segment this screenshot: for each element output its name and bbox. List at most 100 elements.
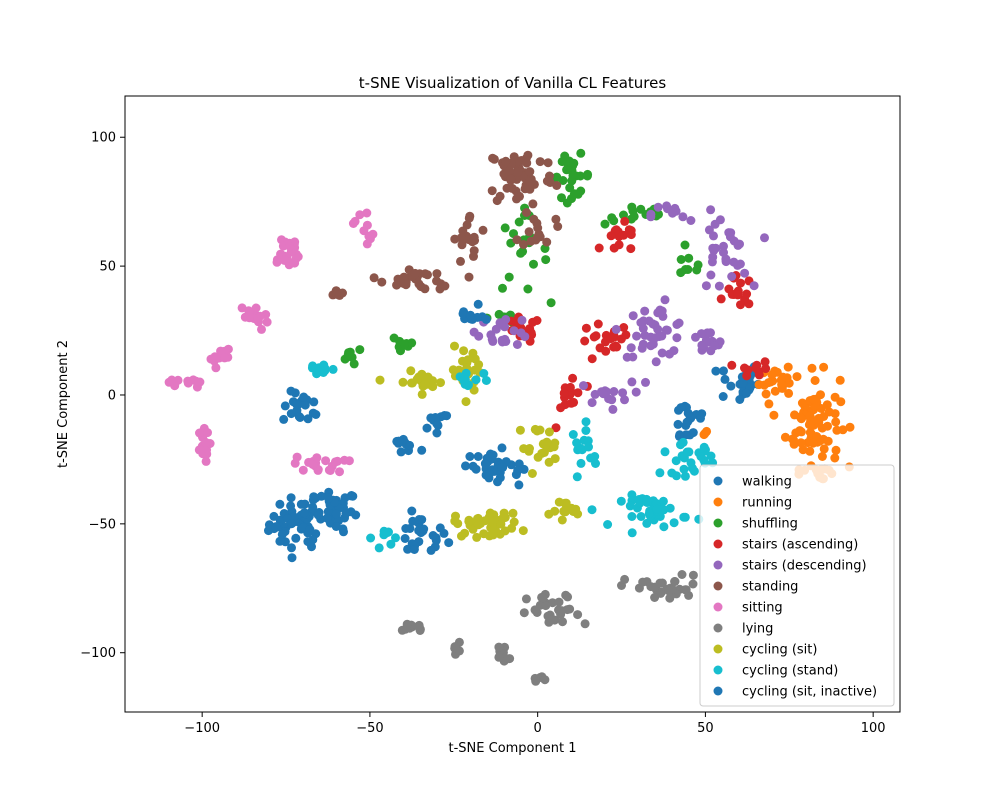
data-point (245, 312, 254, 322)
data-point (764, 378, 774, 388)
data-point (309, 397, 319, 407)
data-point (679, 464, 689, 474)
data-point (620, 574, 630, 584)
data-point (651, 357, 661, 367)
data-point (830, 409, 840, 419)
data-point (568, 373, 578, 383)
data-point (819, 444, 829, 454)
data-point (275, 536, 285, 546)
data-point (471, 375, 481, 385)
data-point (822, 400, 832, 410)
data-point (573, 610, 583, 620)
data-point (546, 298, 556, 308)
legend-label: cycling (sit) (742, 643, 817, 658)
data-point (665, 349, 674, 359)
data-point (484, 469, 494, 479)
data-point (636, 512, 646, 521)
data-point (740, 268, 750, 278)
data-point (406, 366, 416, 376)
data-point (286, 493, 296, 503)
data-point (374, 543, 384, 553)
data-point (473, 452, 483, 461)
series-sitting (164, 208, 378, 477)
legend-label: stairs (ascending) (742, 538, 858, 553)
data-point (562, 165, 572, 175)
data-point (542, 176, 552, 186)
data-point (792, 372, 802, 382)
data-point (331, 509, 341, 519)
data-point (572, 472, 582, 482)
data-point (338, 524, 348, 534)
data-point (699, 442, 709, 452)
data-point (587, 398, 597, 408)
data-point (508, 508, 518, 518)
data-point (816, 390, 825, 400)
data-point (770, 386, 780, 396)
data-point (494, 652, 504, 662)
data-point (710, 341, 719, 351)
data-point (642, 518, 652, 528)
data-point (676, 255, 686, 264)
data-point (514, 217, 524, 227)
data-point (318, 368, 328, 377)
legend-marker (713, 581, 723, 591)
data-point (584, 442, 593, 452)
data-point (525, 167, 535, 177)
data-point (761, 389, 771, 399)
data-point (711, 366, 721, 376)
data-point (517, 315, 527, 325)
series-stairs-ascending- (506, 216, 771, 433)
x-tick-label: 0 (534, 721, 542, 736)
data-point (823, 421, 832, 431)
data-point (571, 504, 581, 514)
data-point (497, 443, 507, 453)
data-point (708, 252, 718, 262)
data-point (469, 385, 479, 395)
data-point (344, 348, 354, 358)
data-point (550, 506, 560, 516)
data-point (531, 676, 541, 686)
y-tick-label: −100 (80, 646, 116, 661)
data-point (528, 317, 538, 327)
data-point (280, 401, 290, 411)
data-point (706, 328, 715, 338)
data-point (805, 411, 815, 421)
legend-marker (713, 560, 723, 570)
data-point (513, 167, 523, 177)
data-point (516, 248, 526, 258)
data-point (355, 210, 365, 220)
data-point (292, 452, 302, 462)
data-point (528, 199, 538, 209)
data-point (569, 189, 579, 199)
data-point (481, 314, 491, 324)
data-point (552, 181, 562, 190)
data-point (556, 403, 566, 413)
data-point (569, 158, 579, 168)
data-point (662, 201, 672, 211)
data-point (422, 423, 432, 433)
data-point (400, 534, 410, 543)
data-point (580, 619, 590, 629)
data-point (619, 323, 629, 332)
data-point (167, 375, 177, 385)
data-point (653, 324, 663, 334)
data-point (573, 388, 583, 398)
data-point (369, 273, 379, 283)
data-point (299, 508, 309, 518)
data-point (458, 309, 468, 319)
data-point (704, 225, 714, 235)
data-point (796, 438, 806, 448)
legend-label: lying (742, 622, 773, 637)
y-tick-label: −50 (89, 517, 116, 532)
data-point (624, 225, 634, 235)
data-point (638, 577, 648, 587)
data-point (580, 336, 590, 346)
data-point (760, 233, 769, 243)
data-point (285, 241, 294, 251)
data-point (629, 211, 639, 221)
data-point (253, 313, 263, 323)
data-point (464, 516, 474, 526)
legend-label: cycling (stand) (742, 664, 838, 679)
data-point (626, 343, 636, 353)
